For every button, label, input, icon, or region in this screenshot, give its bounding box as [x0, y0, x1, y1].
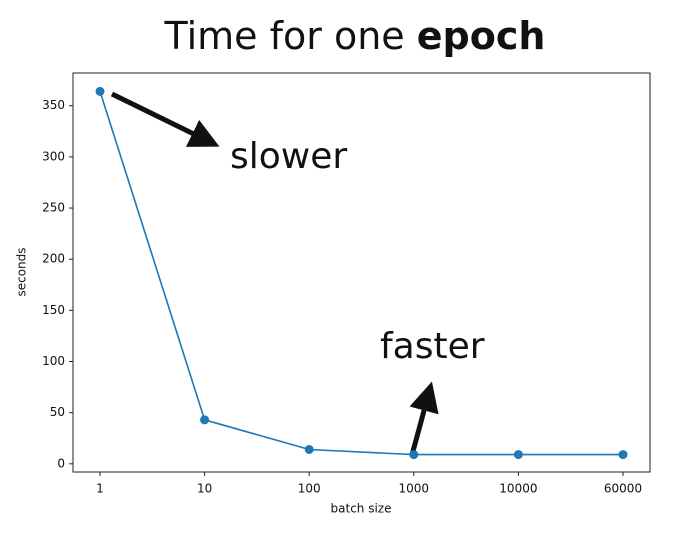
x-axis-label: batch size: [331, 502, 392, 516]
y-tick-label: 200: [42, 252, 65, 266]
x-tick-label: 100: [298, 482, 321, 496]
x-tick-label: 60000: [604, 482, 642, 496]
x-tick-label: 10000: [499, 482, 537, 496]
point: [618, 450, 628, 460]
chart-title: Time for one epoch: [164, 14, 546, 58]
x-tick-label: 1000: [399, 482, 430, 496]
line: [99, 91, 623, 456]
y-tick-label: 100: [42, 354, 65, 368]
point: [200, 415, 210, 425]
title-emphasis: epoch: [417, 14, 546, 58]
point: [409, 450, 419, 460]
y-tick-label: 0: [57, 456, 65, 470]
annotation: slower: [230, 136, 347, 177]
y-axis-label: seconds: [15, 247, 29, 296]
arrow: [409, 381, 439, 456]
point: [304, 444, 314, 454]
point: [513, 450, 523, 460]
title-text: Time for one: [164, 14, 405, 58]
annotation: faster: [380, 326, 485, 367]
x-tick-label: 10: [197, 482, 212, 496]
x-tick-label: 1: [96, 482, 104, 496]
point: [95, 86, 105, 96]
y-tick-label: 300: [42, 149, 65, 163]
y-tick-label: 150: [42, 303, 65, 317]
plot-frame: [72, 72, 651, 473]
y-tick-label: 50: [50, 405, 65, 419]
y-tick-label: 350: [42, 98, 65, 112]
arrow: [110, 91, 220, 147]
y-tick-label: 250: [42, 201, 65, 215]
